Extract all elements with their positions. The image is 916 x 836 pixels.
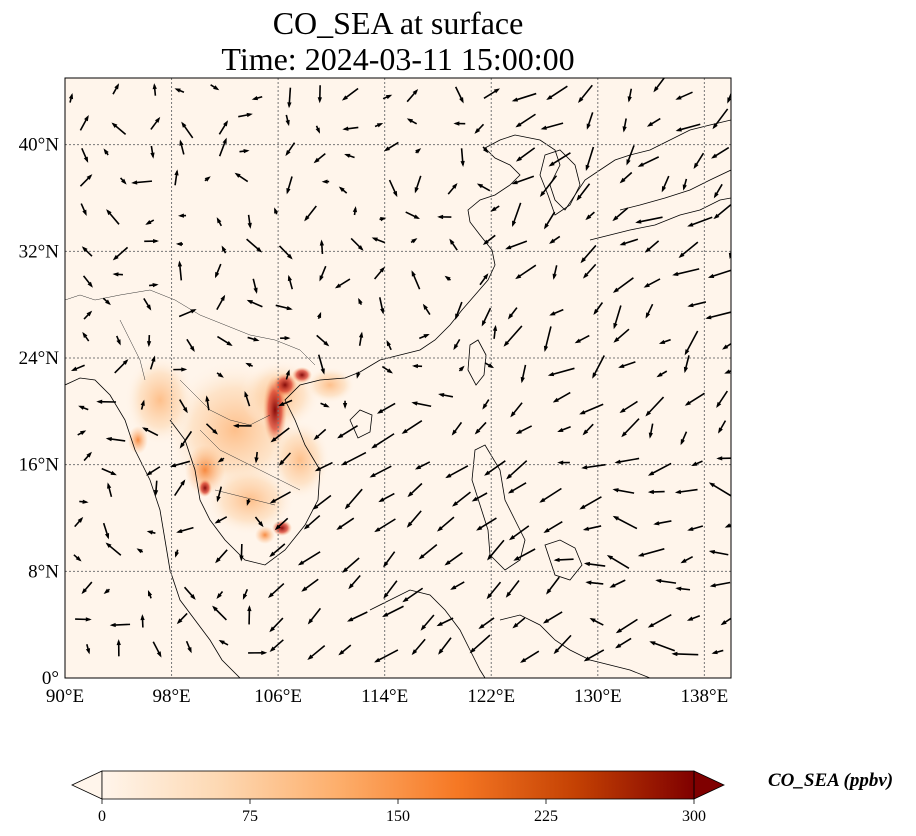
lat-tick-label: 0° [42,668,59,689]
lat-tick-label: 40°N [19,135,60,156]
lon-tick-label: 90°E [46,686,84,707]
lon-tick-label: 122°E [467,686,515,707]
co-concentration-field [125,355,355,544]
lon-tick-label: 98°E [152,686,190,707]
colorbar-tick-label: 150 [386,808,410,825]
map-frame [64,77,732,679]
lat-tick-label: 24°N [19,348,60,369]
lat-tick-label: 32°N [19,241,60,262]
lon-tick-label: 106°E [254,686,302,707]
lon-tick-label: 138°E [681,686,729,707]
plot-title: CO_SEA at surface [272,5,524,41]
gridlines [65,78,731,678]
coastlines [65,119,731,678]
lon-tick-label: 114°E [361,686,408,707]
lat-tick-label: 8°N [28,561,59,582]
colorbar-extend-min [71,770,103,800]
colorbar-extend-max [693,770,725,800]
colorbar-tick-label: 225 [534,808,558,825]
lat-tick-label: 16°N [19,455,60,476]
longitude-ticks: 90°E 98°E 106°E 114°E 122°E 130°E 138°E [46,686,728,707]
colorbar-tick-label: 300 [682,808,706,825]
colorbar-tick-label: 0 [98,808,106,825]
plot-subtitle: Time: 2024-03-11 15:00:00 [221,41,575,77]
colorbar: 0 75 150 225 300 [71,770,725,825]
colorbar-label: CO_SEA (ppbv) [768,770,894,791]
colorbar-gradient [102,771,694,799]
wind-vectors [68,78,731,663]
latitude-ticks: 0° 8°N 16°N 24°N 32°N 40°N [19,135,60,689]
colorbar-tick-label: 75 [242,808,258,825]
lon-tick-label: 130°E [574,686,622,707]
